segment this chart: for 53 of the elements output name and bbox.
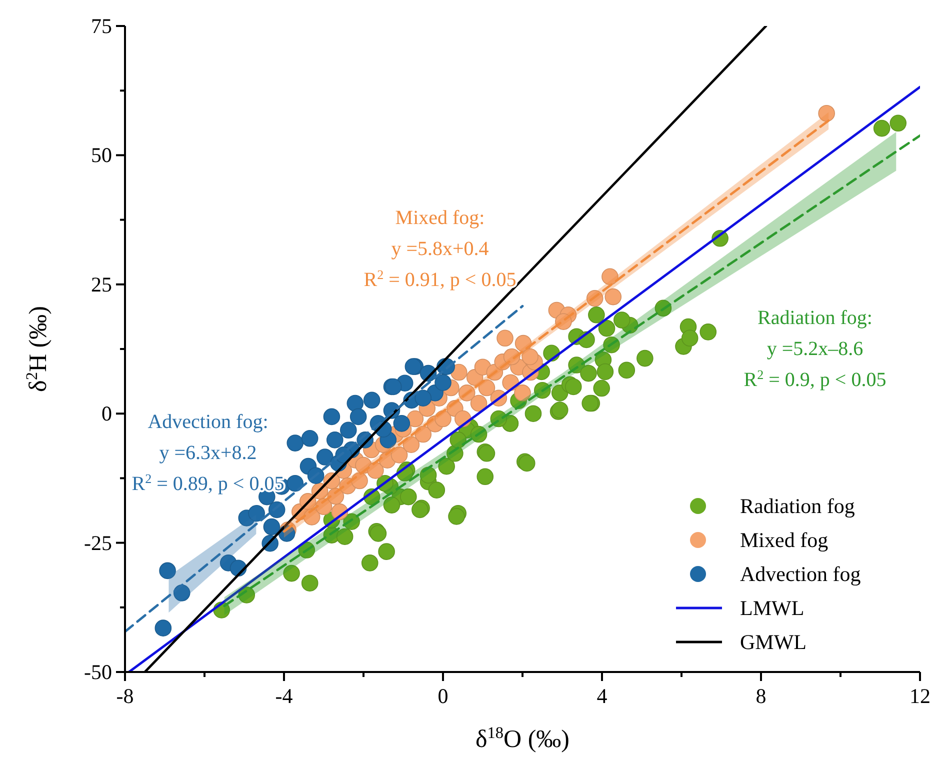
point (263, 518, 280, 536)
line-series (125, 304, 524, 633)
point (248, 504, 265, 522)
point (301, 430, 318, 447)
point (393, 415, 410, 432)
y-tick-label: -25 (84, 530, 112, 555)
y-tick-label: 75 (91, 14, 112, 38)
x-tick-label: 4 (596, 684, 608, 708)
x-tick-label: -4 (275, 684, 294, 708)
point (818, 104, 835, 122)
legend-label: GMWL (740, 630, 806, 654)
y-tick-label: 25 (91, 272, 112, 296)
point (414, 390, 432, 406)
x-tick-label: -8 (116, 684, 134, 708)
point (326, 432, 344, 448)
legend-label: LMWL (740, 596, 804, 620)
legend-label: Mixed fog (740, 528, 829, 552)
point (414, 426, 432, 443)
point (406, 410, 424, 428)
point (390, 446, 408, 464)
point (522, 348, 538, 366)
point (350, 408, 367, 426)
point (434, 374, 452, 391)
x-tick-label: 12 (910, 684, 930, 708)
y-tick-label: 0 (102, 402, 112, 426)
point (346, 394, 364, 412)
y-tick-label: 50 (91, 143, 112, 168)
point (514, 384, 531, 402)
point (159, 562, 176, 580)
point (604, 288, 622, 306)
point (450, 364, 468, 381)
legend-label: Advection fog (740, 562, 862, 586)
y-tick-label: -50 (84, 660, 112, 684)
point (286, 474, 304, 492)
legend-label: Radiation fog (740, 494, 856, 518)
point (351, 472, 368, 490)
point (478, 379, 496, 396)
x-tick-label: 8 (756, 684, 766, 708)
point (286, 434, 304, 452)
point (367, 462, 384, 479)
x-tick-label: 0 (438, 684, 448, 708)
point (470, 394, 488, 412)
point (363, 392, 380, 409)
point (402, 436, 420, 454)
point (496, 330, 514, 347)
annotation: Radiation fog: y =5.2x–8.6 R$^{2}$ = 0.9, p < 0.05 (744, 307, 886, 391)
annotation: Mixed fog: y =5.8x+0.4 R$^{2}$ = 0.91, p < 0.05 (364, 207, 516, 291)
point (340, 422, 357, 439)
point (316, 448, 334, 466)
x-axis-title: δ$^{18}$O (‰) (476, 724, 570, 753)
point (323, 408, 340, 426)
point (602, 268, 618, 286)
point (154, 620, 172, 636)
